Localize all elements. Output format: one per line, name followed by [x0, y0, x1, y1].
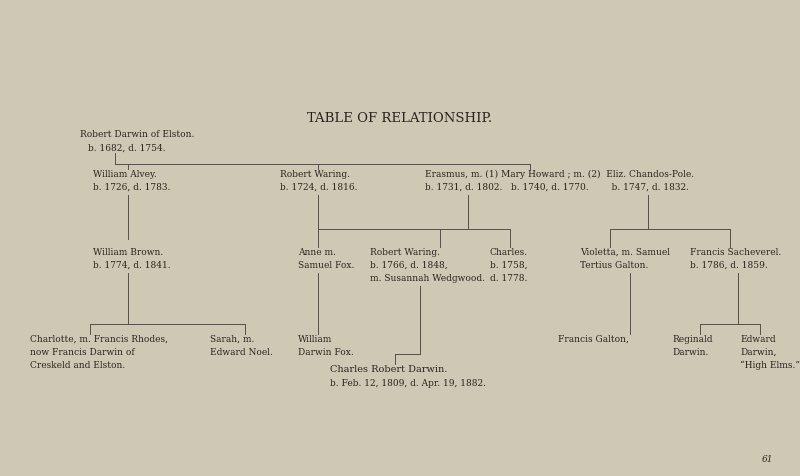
Text: Anne m.: Anne m.: [298, 248, 336, 257]
Text: b. 1758,: b. 1758,: [490, 260, 527, 269]
Text: now Francis Darwin of: now Francis Darwin of: [30, 347, 134, 356]
Text: b. 1786, d. 1859.: b. 1786, d. 1859.: [690, 260, 768, 269]
Text: Robert Darwin of Elston.: Robert Darwin of Elston.: [80, 130, 194, 139]
Text: Edward: Edward: [740, 334, 776, 343]
Text: William Brown.: William Brown.: [93, 248, 163, 257]
Text: b. 1726, d. 1783.: b. 1726, d. 1783.: [93, 183, 170, 192]
Text: Robert Waring.: Robert Waring.: [280, 169, 350, 178]
Text: Samuel Fox.: Samuel Fox.: [298, 260, 354, 269]
Text: Darwin.: Darwin.: [672, 347, 708, 356]
Text: Charles.: Charles.: [490, 248, 528, 257]
Text: Creskeld and Elston.: Creskeld and Elston.: [30, 360, 126, 369]
Text: TABLE OF RELATIONSHIP.: TABLE OF RELATIONSHIP.: [307, 112, 493, 125]
Text: William: William: [298, 334, 332, 343]
Text: Charlotte, m. Francis Rhodes,: Charlotte, m. Francis Rhodes,: [30, 334, 168, 343]
Text: William Alvey.: William Alvey.: [93, 169, 157, 178]
Text: “High Elms.”: “High Elms.”: [740, 360, 800, 369]
Text: b. 1774, d. 1841.: b. 1774, d. 1841.: [93, 260, 170, 269]
Text: Francis Sacheverel.: Francis Sacheverel.: [690, 248, 782, 257]
Text: m. Susannah Wedgwood.: m. Susannah Wedgwood.: [370, 273, 485, 282]
Text: b. Feb. 12, 1809, d. Apr. 19, 1882.: b. Feb. 12, 1809, d. Apr. 19, 1882.: [330, 378, 486, 387]
Text: b. 1724, d. 1816.: b. 1724, d. 1816.: [280, 183, 358, 192]
Text: Darwin,: Darwin,: [740, 347, 776, 356]
Text: b. 1766, d. 1848,: b. 1766, d. 1848,: [370, 260, 448, 269]
Text: b. 1682, d. 1754.: b. 1682, d. 1754.: [88, 144, 166, 153]
Text: Robert Waring.: Robert Waring.: [370, 248, 440, 257]
Text: Darwin Fox.: Darwin Fox.: [298, 347, 354, 356]
Text: Charles Robert Darwin.: Charles Robert Darwin.: [330, 364, 447, 373]
Text: d. 1778.: d. 1778.: [490, 273, 527, 282]
Text: Erasmus, m. (1) Mary Howard ; m. (2)  Eliz. Chandos-Pole.: Erasmus, m. (1) Mary Howard ; m. (2) Eli…: [425, 169, 694, 179]
Text: Sarah, m.: Sarah, m.: [210, 334, 254, 343]
Text: Reginald: Reginald: [672, 334, 713, 343]
Text: Francis Galton,: Francis Galton,: [558, 334, 629, 343]
Text: Tertius Galton.: Tertius Galton.: [580, 260, 648, 269]
Text: 61: 61: [762, 454, 774, 463]
Text: Edward Noel.: Edward Noel.: [210, 347, 273, 356]
Text: b. 1731, d. 1802.   b. 1740, d. 1770.        b. 1747, d. 1832.: b. 1731, d. 1802. b. 1740, d. 1770. b. 1…: [425, 183, 689, 192]
Text: Violetta, m. Samuel: Violetta, m. Samuel: [580, 248, 670, 257]
